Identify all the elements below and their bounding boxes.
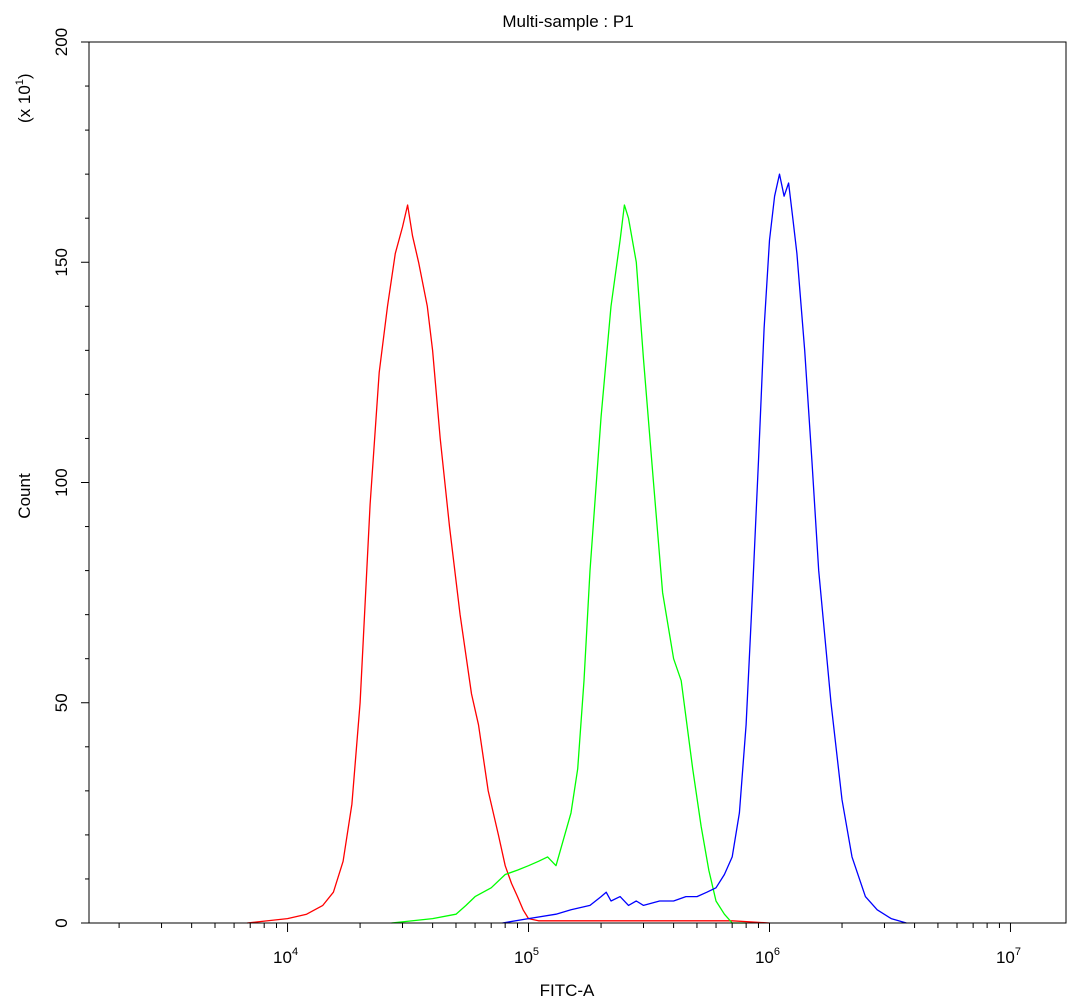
y-axis-ticks: 0 50 100 150 200	[52, 28, 89, 928]
x-axis-label: FITC-A	[540, 981, 595, 1000]
x-tick-label: 104	[273, 946, 298, 967]
y-tick-label: 150	[52, 248, 71, 276]
x-tick-label: 105	[514, 946, 539, 967]
chart-title: Multi-sample : P1	[502, 12, 633, 31]
y-tick-label: 100	[52, 468, 71, 496]
series-layer	[247, 173, 907, 924]
x-tick-label: 106	[755, 946, 780, 967]
y-tick-label: 200	[52, 28, 71, 56]
y-tick-label: 0	[52, 918, 71, 927]
y-axis-label: Count	[15, 473, 34, 519]
plot-frame	[88, 41, 1067, 924]
x-tick-label: 107	[996, 946, 1021, 967]
series-line-1	[247, 204, 770, 924]
series-line-2	[391, 204, 747, 924]
x-axis-ticks: 104 105 106 107	[118, 923, 1021, 967]
svg-text:(x 101): (x 101)	[14, 73, 34, 123]
y-multiplier-label: (x 101)	[14, 73, 34, 123]
y-tick-label: 50	[52, 693, 71, 712]
series-line-3	[502, 173, 907, 924]
